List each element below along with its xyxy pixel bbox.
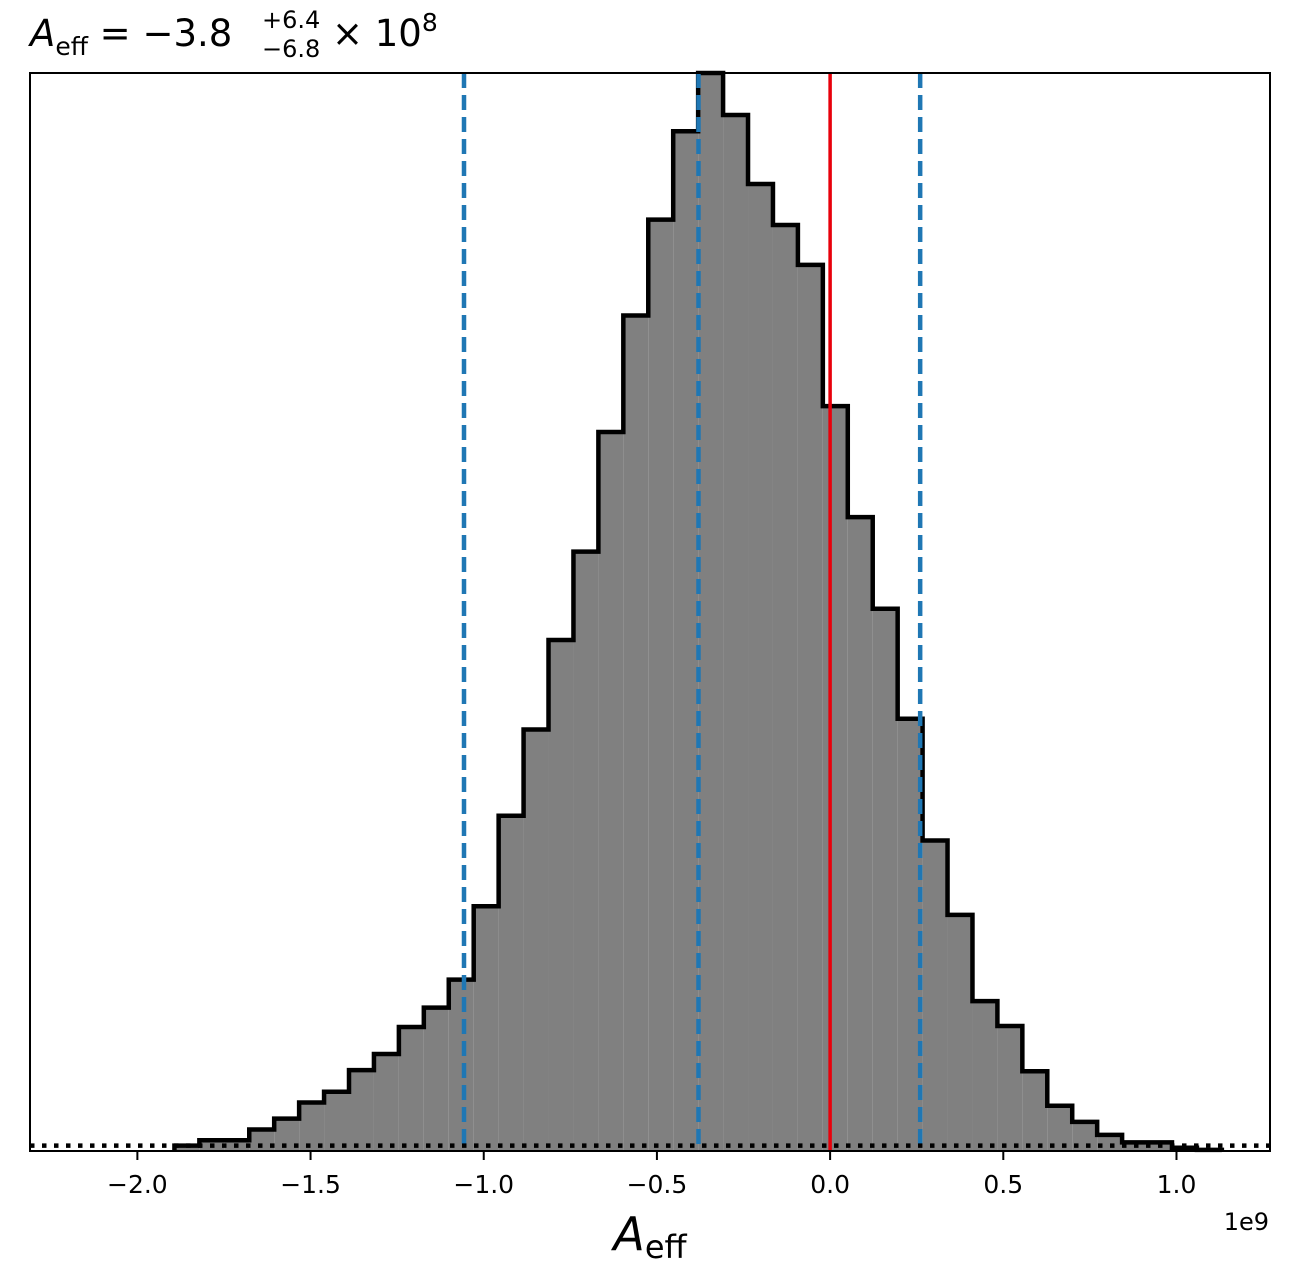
histogram-bar [997,1025,1023,1151]
offset-text: 1e9 [1224,1208,1269,1236]
histogram-bar [398,1027,424,1151]
x-axis-label: Aeff [610,1207,687,1266]
plot-frame [29,72,1271,1152]
histogram-bar [548,640,574,1151]
histogram-bar [872,608,898,1151]
histogram-bar [598,431,624,1151]
title-value: −3.8 [142,12,232,55]
title-symbol-sub: eff [55,32,88,61]
histogram-bar [1097,1134,1123,1151]
histogram-bar [922,840,948,1151]
histogram-bar [573,551,599,1151]
histogram-bar [299,1102,325,1151]
histogram-bar [349,1070,374,1151]
histogram-bar [423,1007,449,1151]
title-lower-error: −6.8 [262,35,320,63]
histogram-bars [172,70,1225,1153]
histogram-bar [797,264,823,1151]
x-tick-label: 0.5 [983,1170,1023,1199]
histogram-bar [947,914,973,1151]
histogram-bar [698,73,724,1151]
histogram-bar [623,315,649,1151]
x-tick-label: 1.0 [1157,1170,1197,1199]
title-symbol: A [28,12,55,55]
x-tick-label: 0.0 [810,1170,850,1199]
histogram-bar [1022,1071,1048,1151]
title-exponent: 8 [422,8,438,37]
x-axis-ticks: −2.0 −1.5 −1.0 −0.5 0.0 0.5 1.0 [107,1151,1196,1199]
title-equals: = [88,12,143,55]
x-tick-label: −1.0 [453,1170,514,1199]
title-upper-error: +6.4 [262,6,320,34]
histogram-bar [772,224,798,1152]
histogram-bar [748,184,773,1151]
reference-lines [30,73,1270,1151]
xlabel-symbol: A [610,1207,644,1261]
x-tick-label: −1.5 [280,1170,341,1199]
histogram-bar [822,406,848,1151]
histogram-bar [673,131,699,1151]
x-tick-label: −2.0 [107,1170,168,1199]
xlabel-symbol-sub: eff [645,1228,688,1266]
x-tick-label: −0.5 [627,1170,688,1199]
histogram-bar [723,115,749,1152]
title-multiplier: × 108 [332,8,438,55]
histogram-bar [648,219,674,1151]
histogram-bar [498,815,524,1151]
title-multiplier-base: × 10 [332,12,422,55]
histogram-bar [523,729,549,1151]
chart-title: Aeff = −3.8 [28,12,232,61]
histogram-bar [249,1129,275,1151]
histogram-bar [448,979,474,1151]
histogram-bar [174,1145,200,1151]
histogram-bar [473,906,499,1151]
histogram-bar [847,517,873,1151]
histogram-bar [373,1053,399,1151]
histogram-bar [972,1001,998,1151]
histogram-bar [324,1091,350,1151]
